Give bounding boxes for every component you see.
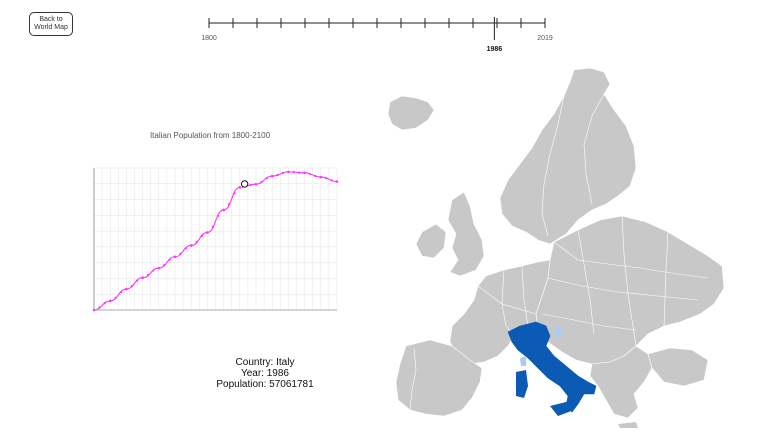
data-point [249, 183, 252, 187]
data-point [254, 182, 258, 186]
data-point [335, 180, 339, 183]
data-point [217, 214, 220, 217]
chart-title: Italian Population from 1800-2100 [149, 131, 271, 140]
data-point [270, 174, 274, 178]
data-point [136, 279, 139, 282]
country-name: Country: Italy [235, 357, 295, 368]
europe-map[interactable] [378, 64, 730, 434]
country-info-panel: Country: Italy Year: 1986 Population: 57… [195, 357, 335, 390]
year-timeline-slider[interactable]: 1800 2019 1986 [195, 8, 560, 58]
country-scandinavia[interactable] [499, 67, 637, 245]
country-iceland[interactable] [387, 95, 435, 131]
data-point [163, 264, 166, 267]
data-point [157, 266, 161, 270]
back-to-world-map-button[interactable]: Back to World Map [29, 12, 73, 36]
country-eastern-europe[interactable] [535, 215, 725, 365]
population-value: Population: 57061781 [216, 379, 314, 390]
country-borders-east [541, 215, 709, 347]
data-point [141, 276, 144, 280]
data-point [303, 171, 306, 175]
country-portugal-border [409, 347, 417, 411]
data-point [211, 225, 214, 228]
selected-year: Year: 1986 [240, 368, 289, 379]
timeline-selected-year-label: 1986 [487, 46, 503, 53]
country-spain[interactable] [395, 339, 483, 417]
country-france-germany[interactable] [449, 259, 551, 365]
timeline-end-label: 2019 [537, 35, 553, 42]
country-crete[interactable] [618, 422, 638, 428]
data-point [189, 244, 193, 247]
lake-garda [554, 326, 562, 338]
data-point [314, 174, 317, 178]
data-point [233, 192, 236, 195]
country-ireland[interactable] [415, 223, 447, 259]
country-sardinia[interactable] [516, 370, 528, 398]
population-series-line [93, 171, 338, 311]
data-point [103, 302, 106, 305]
data-point [108, 299, 112, 303]
data-point [173, 255, 177, 259]
data-point [152, 269, 155, 272]
country-united-kingdom[interactable] [447, 191, 485, 277]
data-point [146, 274, 150, 277]
data-point [281, 171, 285, 175]
data-point [130, 284, 133, 288]
data-point [260, 180, 263, 184]
country-turkey[interactable] [647, 347, 709, 387]
country-sicily[interactable] [550, 400, 574, 416]
data-point [168, 258, 171, 261]
selected-year-point [240, 180, 249, 188]
data-point [330, 179, 333, 182]
data-point [238, 186, 242, 189]
data-point [119, 291, 123, 294]
data-point [308, 172, 312, 176]
data-point [92, 308, 96, 312]
data-point [98, 306, 101, 309]
timeline-ticks [208, 18, 546, 28]
data-point [265, 177, 268, 180]
data-point [298, 171, 301, 174]
country-sweden-border [541, 95, 565, 237]
data-point [276, 173, 279, 177]
data-point [287, 170, 290, 174]
data-point [200, 234, 204, 237]
data-point [184, 247, 187, 250]
population-line-chart [92, 167, 339, 312]
country-borders-west [477, 265, 537, 337]
data-point [114, 296, 117, 299]
data-point [319, 175, 323, 179]
data-point [195, 241, 198, 244]
data-point [292, 171, 295, 174]
country-italy[interactable] [507, 321, 597, 413]
country-finland-border [583, 93, 605, 205]
country-balkans[interactable] [589, 345, 653, 419]
data-point [125, 287, 128, 291]
data-point [325, 177, 328, 180]
country-corsica[interactable] [520, 356, 526, 366]
data-point [222, 208, 225, 212]
timeline-start-label: 1800 [201, 35, 217, 42]
data-point [227, 202, 231, 206]
data-point [206, 231, 209, 234]
data-point [179, 252, 182, 255]
